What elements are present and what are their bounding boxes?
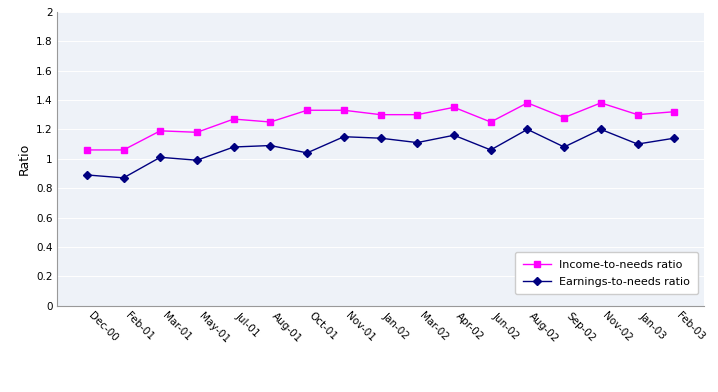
Earnings-to-needs ratio [597, 127, 605, 132]
Legend: Income-to-needs ratio, Earnings-to-needs ratio: Income-to-needs ratio, Earnings-to-needs… [515, 252, 698, 294]
Income-to-needs ratio [119, 148, 128, 152]
Earnings-to-needs ratio [376, 136, 385, 141]
Earnings-to-needs ratio [633, 142, 642, 147]
Income-to-needs ratio [560, 115, 569, 120]
Line: Income-to-needs ratio: Income-to-needs ratio [84, 100, 677, 153]
Income-to-needs ratio [83, 148, 91, 152]
Earnings-to-needs ratio [83, 172, 91, 177]
Income-to-needs ratio [486, 120, 495, 124]
Earnings-to-needs ratio [303, 151, 312, 155]
Income-to-needs ratio [597, 101, 605, 105]
Income-to-needs ratio [229, 117, 238, 122]
Earnings-to-needs ratio [486, 148, 495, 152]
Earnings-to-needs ratio [523, 127, 532, 132]
Income-to-needs ratio [670, 109, 679, 114]
Income-to-needs ratio [156, 129, 164, 133]
Earnings-to-needs ratio [229, 145, 238, 149]
Income-to-needs ratio [340, 108, 348, 113]
Income-to-needs ratio [449, 105, 458, 110]
Earnings-to-needs ratio [413, 140, 421, 145]
Income-to-needs ratio [192, 130, 201, 135]
Income-to-needs ratio [266, 120, 275, 124]
Income-to-needs ratio [633, 113, 642, 117]
Earnings-to-needs ratio [340, 134, 348, 139]
Earnings-to-needs ratio [156, 155, 164, 160]
Earnings-to-needs ratio [560, 145, 569, 149]
Income-to-needs ratio [523, 101, 532, 105]
Y-axis label: Ratio: Ratio [17, 143, 30, 175]
Earnings-to-needs ratio [449, 133, 458, 138]
Earnings-to-needs ratio [266, 143, 275, 148]
Income-to-needs ratio [303, 108, 312, 113]
Earnings-to-needs ratio [119, 176, 128, 180]
Income-to-needs ratio [376, 113, 385, 117]
Income-to-needs ratio [413, 113, 421, 117]
Earnings-to-needs ratio [670, 136, 679, 141]
Line: Earnings-to-needs ratio: Earnings-to-needs ratio [84, 127, 677, 181]
Earnings-to-needs ratio [192, 158, 201, 163]
